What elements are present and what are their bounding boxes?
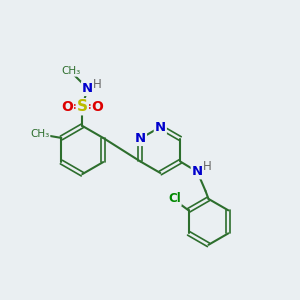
Text: CH₃: CH₃ — [30, 128, 50, 139]
Text: Cl: Cl — [168, 192, 181, 205]
Text: N: N — [155, 121, 166, 134]
Text: O: O — [92, 100, 103, 114]
Text: CH₃: CH₃ — [61, 66, 80, 76]
Text: H: H — [203, 160, 212, 173]
Text: O: O — [61, 100, 73, 114]
Text: S: S — [77, 99, 88, 114]
Text: H: H — [93, 78, 102, 92]
Text: N: N — [82, 82, 93, 95]
Text: N: N — [135, 132, 146, 145]
Text: N: N — [192, 165, 203, 178]
